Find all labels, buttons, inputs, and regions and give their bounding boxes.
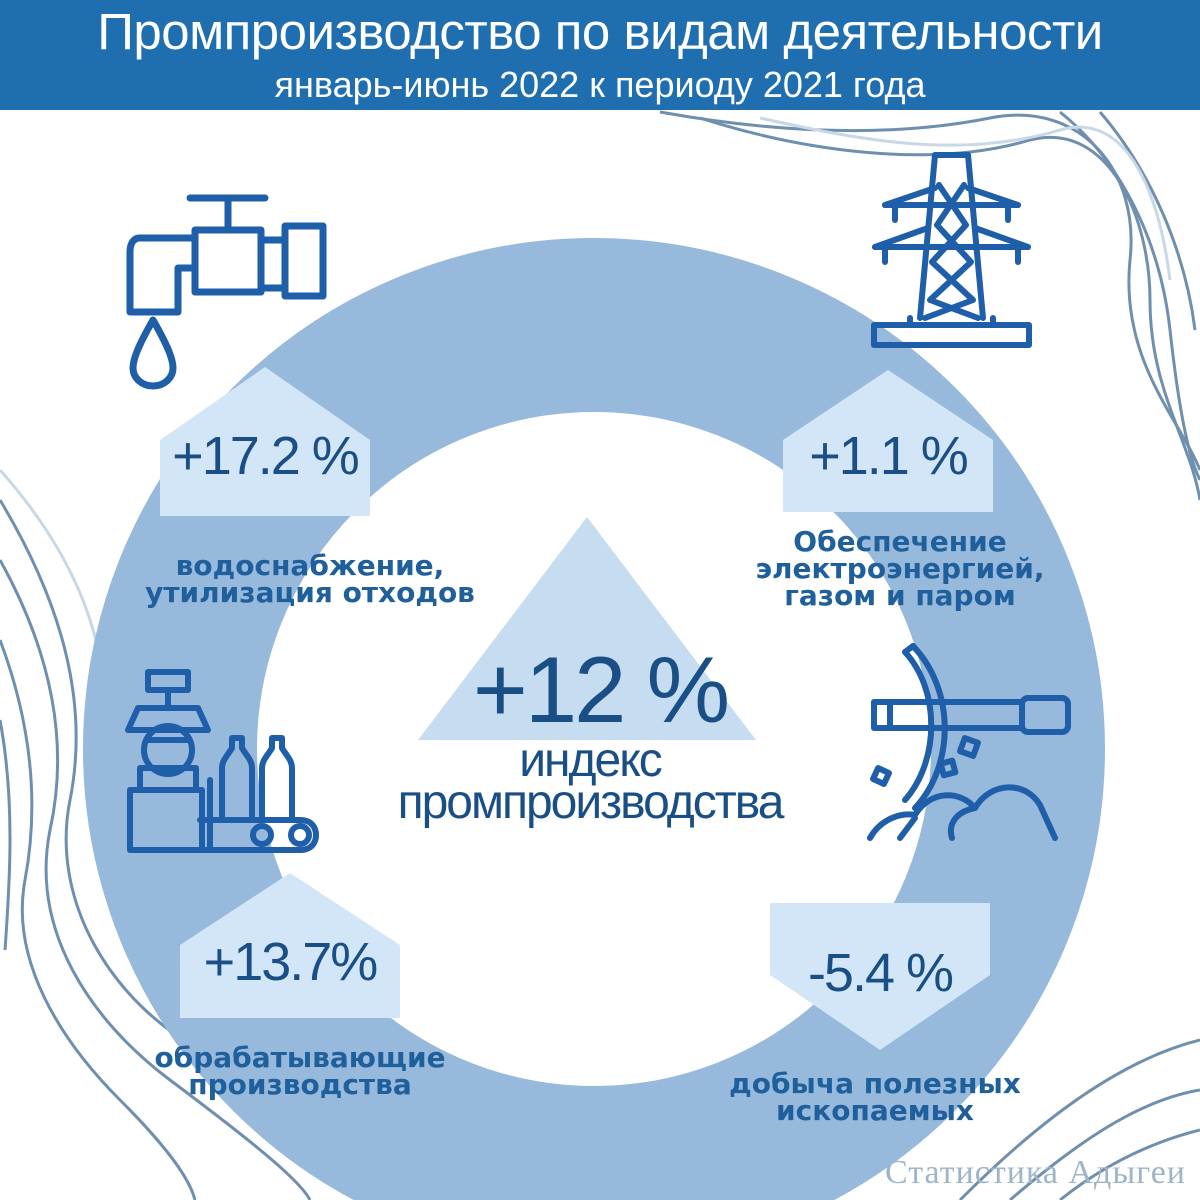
label-energy: Обеспечение электроэнергией, газом и пар…: [700, 525, 1100, 612]
value-energy: +1.1 %: [809, 426, 969, 486]
badge-manufacturing: [180, 873, 400, 1018]
label-mining-line2: ископаемых: [776, 1094, 974, 1127]
value-manufacturing: +13.7%: [203, 932, 379, 992]
header-banner: Промпроизводство по видам деятельности я…: [0, 0, 1200, 110]
label-energy-line2: электроэнергией,: [755, 552, 1045, 585]
center-label-line1: индекс: [519, 734, 663, 787]
label-manufacturing: обрабатывающие производства: [100, 1041, 500, 1101]
label-mining-line1: добыча полезных: [729, 1067, 1021, 1100]
badge-water: [160, 367, 370, 516]
chart-title: Промпроизводство по видам деятельности: [97, 3, 1103, 60]
badge-energy: [783, 370, 993, 512]
label-water-line1: водоснабжение,: [175, 549, 445, 582]
pickaxe-mining-icon: [867, 643, 1071, 841]
ring-band: [83, 238, 1105, 1200]
center-label-line2: промпроизводства: [397, 776, 785, 829]
manufacturing-icon: [125, 669, 319, 853]
value-mining: -5.4 %: [807, 943, 954, 1003]
badge-mining: [770, 903, 990, 1050]
label-water-line2: утилизация отходов: [145, 576, 475, 609]
label-manufacturing-line2: производства: [188, 1068, 412, 1101]
label-manufacturing-line1: обрабатывающие: [154, 1041, 446, 1074]
label-energy-line1: Обеспечение: [793, 525, 1007, 558]
water-tap-icon: [126, 194, 327, 390]
center-triangle: [418, 517, 756, 740]
label-mining: добыча полезных ископаемых: [660, 1067, 1090, 1127]
chart-subtitle: январь-июнь 2022 к периоду 2021 года: [274, 64, 926, 105]
label-water: водоснабжение, утилизация отходов: [100, 549, 520, 609]
center-index-value: +12 %: [472, 637, 730, 742]
power-tower-icon: [871, 152, 1032, 348]
source-caption: Статистика Адыгеи: [885, 1154, 1186, 1191]
value-water: +17.2 %: [172, 426, 360, 486]
label-energy-line3: газом и паром: [784, 579, 1016, 612]
center-index-label: индекс промпроизводства: [330, 734, 850, 829]
